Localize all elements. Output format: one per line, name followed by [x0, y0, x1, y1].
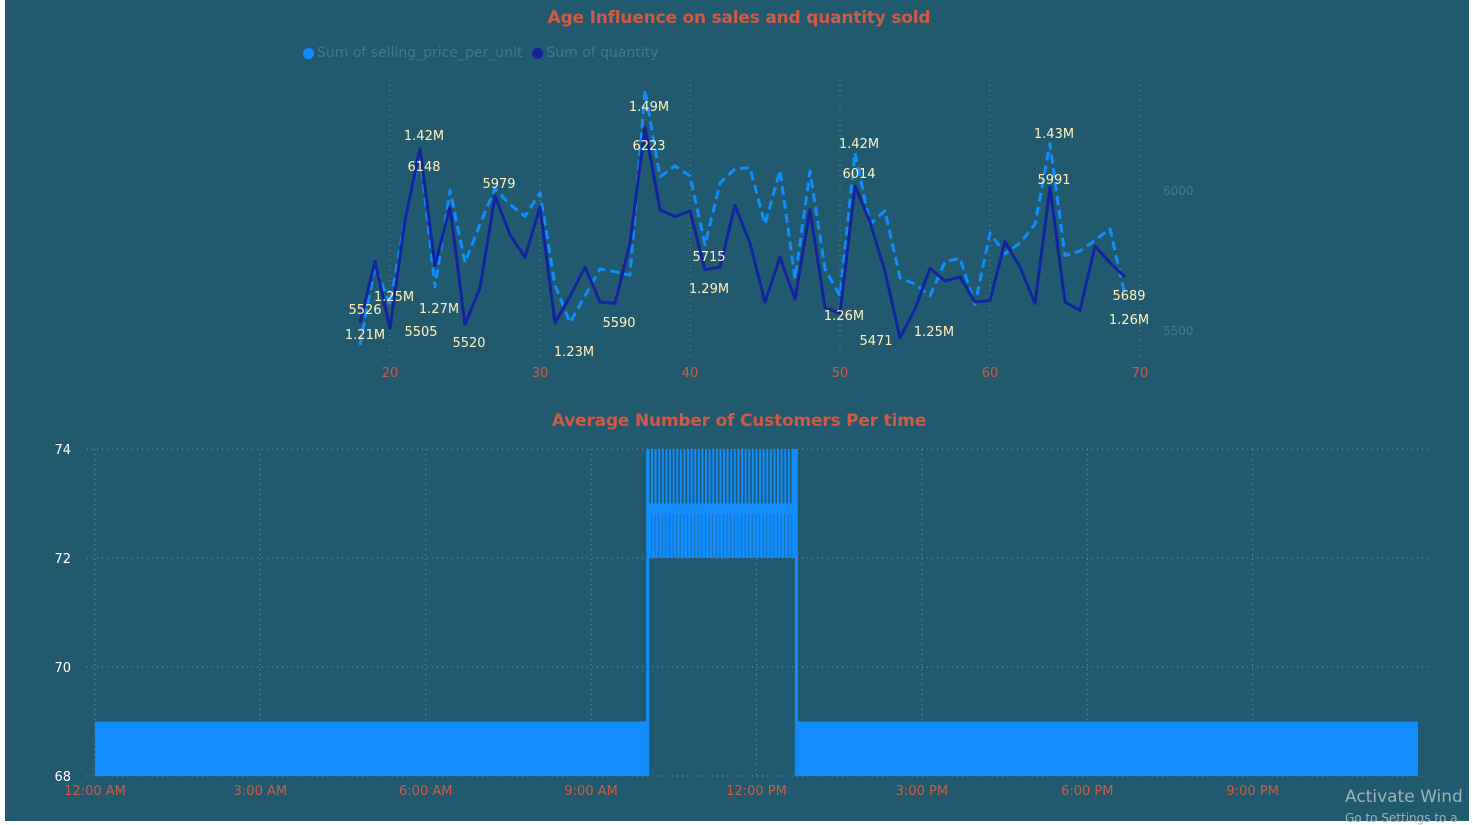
activate-windows-watermark: Activate Wind — [1345, 787, 1463, 807]
y-tick-label: 74 — [54, 443, 71, 458]
x-tick-label: 3:00 PM — [896, 784, 948, 799]
peak-oscillation — [649, 449, 793, 558]
data-label: 1.26M — [824, 309, 864, 324]
x-tick-label: 20 — [382, 366, 399, 381]
legend-label-selling-price: Sum of selling_price_per_unit — [317, 45, 523, 61]
area-edge — [646, 558, 650, 776]
age-influence-line-chart[interactable]: 20 30 40 50 60 70600055001.21M55261.25M55051.… — [5, 0, 1473, 400]
y-tick-label: 70 — [54, 661, 71, 676]
x-tick-label: 60 — [982, 366, 999, 381]
x-tick-label: 6:00 AM — [399, 784, 452, 799]
y2-tick-label: 6000 — [1163, 184, 1194, 198]
data-label: 1.25M — [914, 325, 954, 340]
data-label: 6014 — [842, 167, 875, 182]
chart2-title: Average Number of Customers Per time — [551, 411, 927, 431]
x-tick-label: 30 — [532, 366, 549, 381]
data-label: 1.42M — [839, 137, 879, 152]
legend-label-quantity: Sum of quantity — [546, 45, 659, 61]
y-tick-label: 72 — [54, 552, 71, 567]
legend-dot-icon — [532, 47, 544, 59]
data-label: 1.42M — [404, 129, 444, 144]
x-tick-label: 50 — [832, 366, 849, 381]
data-label: 6148 — [407, 160, 440, 175]
data-label: 5689 — [1112, 289, 1145, 304]
data-label: 1.29M — [689, 282, 729, 297]
x-tick-label: 12:00 AM — [64, 784, 126, 799]
y2-tick-label: 5500 — [1163, 324, 1194, 338]
data-label: 1.27M — [419, 302, 459, 317]
data-label: 1.21M — [345, 328, 385, 343]
report-canvas: Age Influence on sales and quantity sold… — [5, 0, 1473, 821]
series-selling-price-line — [358, 88, 1127, 346]
y-tick-label: 68 — [54, 770, 71, 785]
data-label: 5526 — [348, 303, 381, 318]
x-tick-label: 70 — [1132, 366, 1149, 381]
legend-item-selling-price[interactable]: Sum of selling_price_per_unit — [303, 45, 522, 61]
window-edge — [1469, 0, 1473, 824]
area-segment — [797, 721, 1418, 776]
data-label: 1.23M — [554, 345, 594, 360]
x-tick-label: 9:00 AM — [564, 784, 617, 799]
chart1-legend[interactable]: Sum of selling_price_per_unit Sum of qua… — [303, 44, 663, 62]
series-quantity-line — [358, 126, 1127, 340]
area-segment — [95, 721, 647, 776]
x-tick-label: 6:00 PM — [1061, 784, 1113, 799]
data-label: 1.26M — [1109, 313, 1149, 328]
data-label: 5991 — [1037, 173, 1070, 188]
chart1-title: Age Influence on sales and quantity sold — [547, 8, 931, 28]
data-label: 5505 — [404, 325, 437, 340]
data-label: 1.49M — [629, 100, 669, 115]
x-tick-label: 40 — [682, 366, 699, 381]
data-label: 1.25M — [374, 290, 414, 305]
legend-item-quantity[interactable]: Sum of quantity — [532, 45, 659, 61]
data-label: 5979 — [482, 177, 515, 192]
x-tick-label: 12:00 PM — [726, 784, 787, 799]
x-tick-label: 9:00 PM — [1226, 784, 1278, 799]
activate-windows-watermark-sub: Go to Settings to a — [1345, 811, 1458, 825]
data-label: 5715 — [692, 250, 725, 265]
area-edge — [794, 558, 798, 776]
x-tick-label: 3:00 AM — [234, 784, 287, 799]
data-label: 5471 — [859, 334, 892, 349]
data-label: 5520 — [452, 336, 485, 351]
data-label: 5590 — [602, 316, 635, 331]
data-label: 6223 — [632, 139, 665, 154]
legend-dot-icon — [303, 47, 314, 59]
data-label: 1.43M — [1034, 127, 1074, 142]
